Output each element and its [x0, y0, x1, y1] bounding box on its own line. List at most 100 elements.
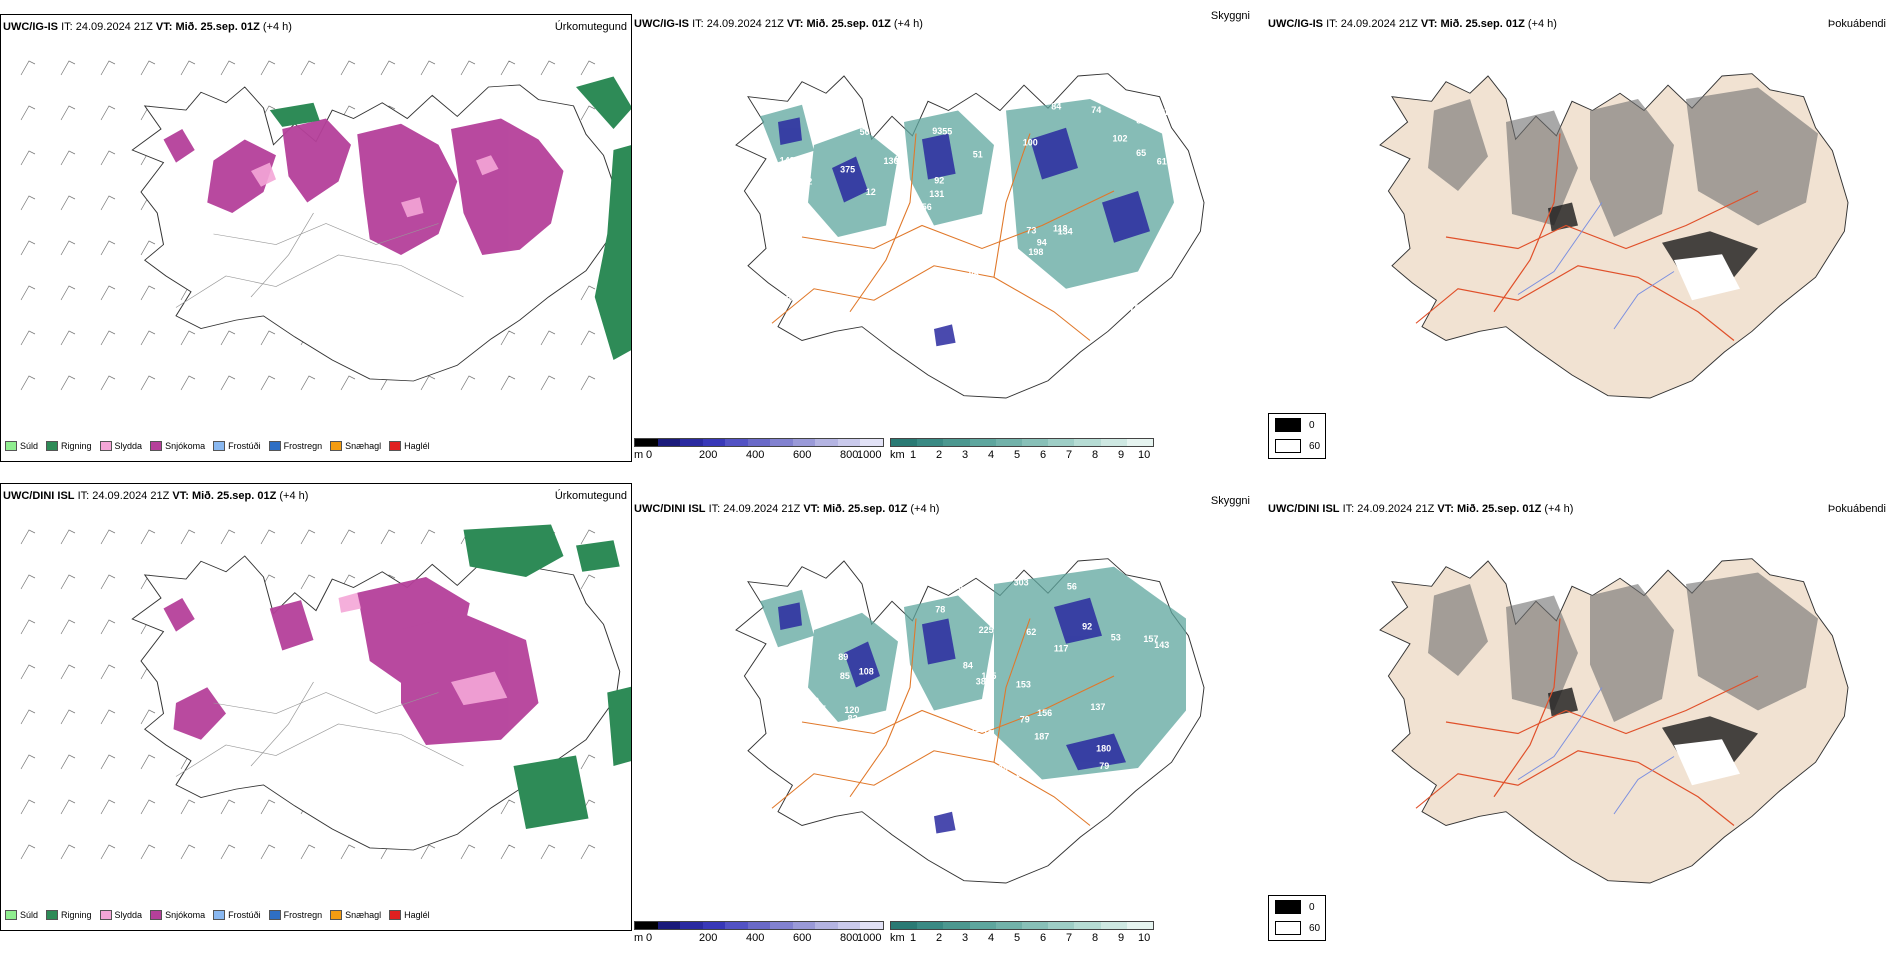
cloud-base-value: 117	[1054, 644, 1069, 654]
cloud-base-value: 49	[908, 791, 918, 801]
legend-item: Snjókoma	[150, 910, 205, 920]
legend-swatch	[5, 910, 17, 920]
visibility-colorbar	[890, 921, 1154, 930]
panel-header: UWC/IG-IS IT: 24.09.2024 21Z VT: Mið. 25…	[1268, 16, 1900, 32]
legend-item: Snæhagl	[330, 910, 381, 920]
roads	[771, 618, 1115, 826]
scale-tick: 400	[746, 932, 765, 944]
cloud-base-value: 137	[1090, 702, 1105, 712]
cloud-base-area	[778, 597, 1126, 834]
model-name: UWC/DINI ISL	[634, 503, 706, 515]
it-label: IT:	[77, 490, 90, 502]
legend-swatch	[150, 910, 163, 920]
scale-tick: 3	[962, 932, 969, 944]
roads	[1415, 133, 1759, 341]
glacier-area	[1674, 254, 1740, 301]
cloud-base-value: 163	[778, 696, 793, 706]
cloud-base-value: 90	[1097, 302, 1107, 312]
cloud-base-value: 52	[786, 292, 796, 302]
cloud-base-value: 143	[1154, 640, 1169, 650]
scale-tick: 9	[1118, 449, 1125, 461]
cloud-base-value: 55	[942, 127, 952, 137]
panel-header: UWC/DINI ISL IT: 24.09.2024 21Z VT: Mið.…	[1268, 501, 1900, 517]
cloud-base-value: 133	[851, 740, 866, 750]
cloud-base-colorbar	[634, 438, 884, 447]
cloud-base-value: 38	[976, 676, 986, 686]
cloud-base-value: 152	[934, 92, 949, 102]
cloud-base-value: 135	[981, 671, 996, 681]
roads	[771, 133, 1115, 341]
legend-label: Snæhagl	[345, 441, 382, 451]
legend-swatch	[268, 441, 281, 451]
scale-tick: 8	[1092, 932, 1099, 944]
cloud-base-value: 86	[953, 582, 963, 592]
offset-label: (+4 h)	[910, 503, 940, 515]
product-title: Úrkomutegund	[554, 21, 627, 33]
scale-unit: km	[890, 932, 905, 944]
scale-tick: 2	[936, 932, 943, 944]
cloud-base-value: 130	[884, 156, 899, 166]
cloud-base-value: 171	[822, 319, 837, 329]
cloud-base-value: 85	[969, 269, 979, 279]
cloud-visibility-panel: UWC/IG-IS IT: 24.09.2024 21Z VT: Mið. 25…	[634, 0, 1268, 470]
legend-swatch	[268, 910, 281, 920]
cloud-base-value: 153	[1173, 169, 1188, 179]
cloud-base-value: 109	[1015, 769, 1030, 779]
legend-swatch	[389, 910, 402, 920]
fog-map	[1379, 558, 1849, 884]
scale-tick: 8	[1092, 449, 1099, 461]
rivers	[1517, 687, 1675, 815]
it-label: IT:	[1326, 18, 1338, 30]
cloud-base-value: 52	[922, 577, 932, 587]
cloud-base-value: 27	[1018, 279, 1028, 289]
fog-legend: 0 60	[1268, 413, 1326, 459]
legend-label: Snjókoma	[165, 910, 206, 920]
scale-tick: 4	[988, 449, 995, 461]
cloud-base-value: 56	[922, 202, 932, 212]
sleet-area	[338, 592, 508, 706]
cloud-base-value: 153	[1016, 680, 1031, 690]
scale-tick: 9	[1118, 932, 1125, 944]
fog-legend-value: 0	[1309, 420, 1315, 431]
cloud-base-value: 141	[937, 279, 952, 289]
cloud-base-value: 208	[993, 764, 1008, 774]
legend-swatch	[330, 910, 343, 920]
fog-legend-swatch	[1275, 439, 1301, 453]
offset-label: (+4 h)	[1527, 18, 1557, 30]
cloud-base-labels: 78 62 82 56 100 133 93 51 10 61 52 55 55 80 134 37 152 15…	[780, 83, 1189, 330]
cloud-base-value: 85	[840, 671, 850, 681]
cloud-base-value: 225	[979, 625, 994, 635]
legend-swatch	[5, 441, 17, 451]
offset-label: (+4 h)	[279, 490, 309, 502]
scale-tick: 800	[840, 449, 859, 461]
offset-label: (+4 h)	[893, 18, 923, 30]
legend-label: Slydda	[114, 910, 143, 920]
legend-label: Snæhagl	[345, 910, 382, 920]
cloud-base-value: 73	[1026, 225, 1036, 235]
scale-tick: 0	[646, 449, 653, 461]
precip-legend: Súld Rigning Slydda Snjókoma Frostúði Fr…	[5, 437, 430, 455]
cloud-base-value: 96	[824, 767, 834, 777]
cloud-base-value: 65	[804, 260, 814, 270]
cloud-base-value: 303	[1014, 577, 1029, 587]
vt-value: Mið. 25.sep. 01Z	[191, 490, 277, 502]
rain-area	[463, 524, 631, 829]
cloud-base-value: 79	[1099, 761, 1109, 771]
legend-label: Rigning	[61, 910, 92, 920]
fog-legend-swatch	[1275, 921, 1301, 935]
legend-label: Snjókoma	[165, 441, 206, 451]
cloud-base-value: 50	[860, 127, 870, 137]
fog-legend-swatch	[1275, 418, 1301, 432]
legend-item: Frostregn	[268, 441, 322, 451]
cloud-base-value: 94	[850, 741, 860, 751]
cloud-base-value: 134	[1058, 227, 1073, 237]
panel-header: UWC/DINI ISL IT: 24.09.2024 21Z VT: Mið.…	[634, 501, 1268, 517]
vt-label: VT:	[786, 18, 804, 30]
cloud-base-value: 84	[963, 661, 973, 671]
cloud-base-value: 65	[1136, 148, 1146, 158]
cloud-base-value: 82	[1136, 115, 1146, 125]
legend-swatch	[46, 910, 59, 920]
cloud-base-value: 99	[861, 752, 871, 762]
precip-type-panel: UWC/DINI ISL IT: 24.09.2024 21Z VT: Mið.…	[0, 469, 634, 939]
cloud-base-value: 156	[1037, 708, 1052, 718]
